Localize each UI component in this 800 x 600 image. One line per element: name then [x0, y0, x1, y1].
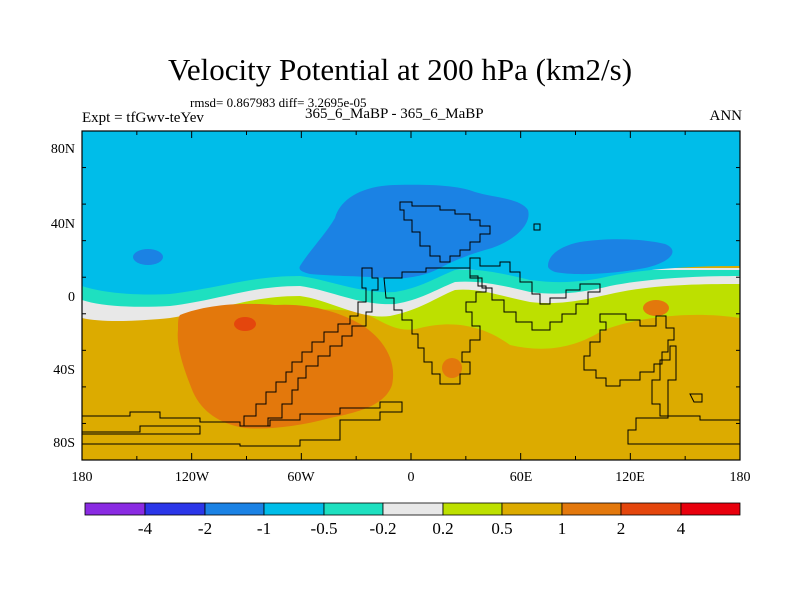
colorbar-box-4	[323, 502, 384, 516]
colorbar-box-7	[501, 502, 563, 516]
field-blob-blue-small	[133, 249, 163, 265]
colorbar	[84, 502, 741, 516]
colorbar-label-5: 0.2	[432, 519, 453, 538]
colorbar-label-0: -4	[138, 519, 153, 538]
colorbar-label-9: 4	[677, 519, 686, 538]
colorbar-label-1: -2	[198, 519, 212, 538]
experiment-label: Expt = tfGwv-teYev	[82, 110, 204, 126]
colorbar-label-8: 2	[617, 519, 626, 538]
coast-antarctica	[82, 401, 403, 447]
colorbar-box-1	[144, 502, 206, 516]
colorbar-box-2	[204, 502, 265, 516]
coast-antarctica-east	[627, 345, 740, 445]
coast-africa	[383, 267, 487, 385]
stats-text: rmsd= 0.867983 diff= 3.2695e-05	[190, 95, 367, 110]
coast-asia	[469, 257, 601, 331]
colorbar-box-5	[382, 502, 444, 516]
coast-new-zealand	[689, 393, 703, 403]
field-blob-2-africa	[442, 358, 462, 378]
colorbar-box-3	[263, 502, 325, 516]
coast-greenland	[399, 201, 491, 263]
colorbar-box-10	[680, 502, 741, 516]
colorbar-box-6	[442, 502, 503, 516]
lon-label-0: 0	[408, 470, 415, 485]
colorbar-box-8	[561, 502, 622, 516]
map-panel	[82, 131, 740, 460]
colorbar-label-4: -0.2	[370, 519, 397, 538]
colorbar-box-9	[620, 502, 682, 516]
axis-ticks	[81, 130, 741, 461]
lon-label-180e: 180	[730, 470, 751, 485]
lat-label-80n: 80N	[51, 142, 75, 157]
case-label: 365_6_MaBP - 365_6_MaBP	[305, 106, 484, 122]
field-blob-blue-east	[548, 239, 673, 275]
lon-label-60e: 60E	[510, 470, 533, 485]
lon-label-180w: 180	[72, 470, 93, 485]
coast-small-island	[533, 223, 541, 231]
lon-label-120w: 120W	[175, 470, 210, 485]
colorbar-label-3: -0.5	[311, 519, 338, 538]
coast-antarctica-line	[82, 425, 201, 435]
coast-australia	[583, 313, 675, 387]
lat-label-40s: 40S	[53, 363, 75, 378]
colorbar-label-2: -1	[257, 519, 271, 538]
colorbar-box-0	[84, 502, 146, 516]
coastlines	[82, 201, 740, 447]
colorbar-label-7: 1	[558, 519, 567, 538]
field-level-2-west	[177, 303, 394, 429]
lat-label-40n: 40N	[51, 217, 75, 232]
field-blob-4	[234, 317, 256, 331]
lat-label-80s: 80S	[53, 436, 75, 451]
field-blob-2-pacific	[643, 300, 669, 316]
season-label: ANN	[709, 108, 743, 124]
lon-label-120e: 120E	[615, 470, 645, 485]
colorbar-label-6: 0.5	[491, 519, 512, 538]
plot-title: Velocity Potential at 200 hPa (km2/s)	[167, 52, 633, 87]
lat-label-eq: 0	[68, 290, 75, 305]
lon-label-60w: 60W	[287, 470, 315, 485]
